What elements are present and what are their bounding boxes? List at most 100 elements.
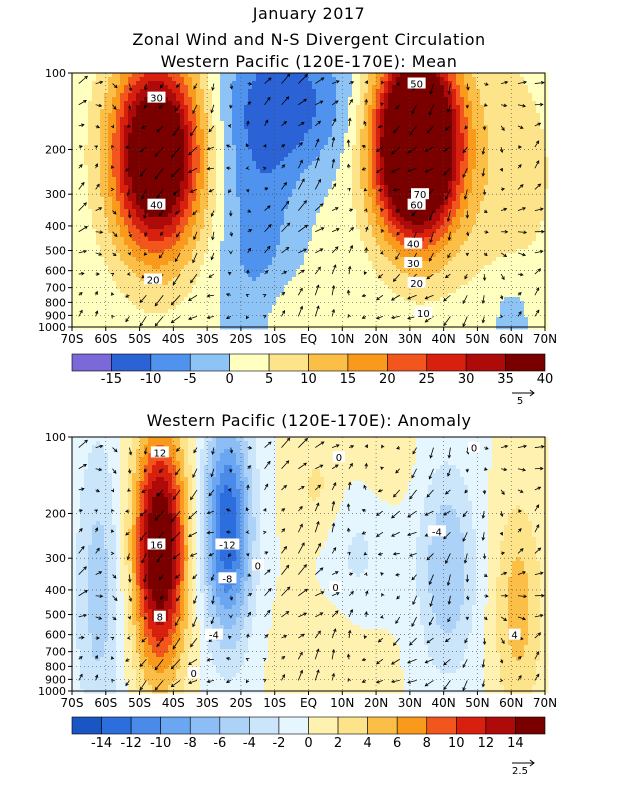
field-cell [124,109,129,114]
field-cell [384,149,389,154]
field-cell [208,193,213,198]
field-cell [180,125,185,130]
field-cell [328,101,333,106]
field-cell [180,225,185,230]
field-cell [516,177,521,182]
field-cell [384,153,389,158]
field-cell [492,237,497,242]
field-cell [540,89,545,94]
field-cell [420,161,425,166]
field-cell [108,137,113,142]
field-cell [276,121,281,126]
field-cell [472,165,477,170]
field-cell [284,133,289,138]
field-cell [408,125,413,130]
field-cell [372,209,377,214]
field-cell [500,181,505,186]
field-cell [508,97,513,102]
field-cell [204,161,209,166]
field-cell [140,89,145,94]
field-cell [496,113,501,118]
field-cell [144,217,149,222]
field-cell [472,141,477,146]
field-cell [404,113,409,118]
field-cell [276,169,281,174]
field-cell [260,129,265,134]
field-cell [456,153,461,158]
field-cell [384,173,389,178]
field-cell [304,109,309,114]
field-cell [352,209,357,214]
field-cell [360,185,365,190]
field-cell [532,109,537,114]
field-cell [112,113,117,118]
field-cell [116,225,121,230]
field-cell [348,105,353,110]
field-cell [104,165,109,170]
field-cell [468,137,473,142]
field-cell [156,233,161,238]
field-cell [388,89,393,94]
field-cell [132,197,137,202]
field-cell [160,237,165,242]
field-cell [108,225,113,230]
field-cell [512,181,517,186]
field-cell [464,221,469,226]
field-cell [212,221,217,226]
field-cell [132,205,137,210]
field-cell [260,237,265,242]
field-cell [140,233,145,238]
field-cell [232,189,237,194]
field-cell [308,105,313,110]
field-cell [280,73,285,78]
field-cell [140,113,145,118]
field-cell [148,113,153,118]
field-cell [500,117,505,122]
field-cell [216,237,221,242]
field-cell [340,217,345,222]
field-cell [396,185,401,190]
field-cell [212,117,217,122]
field-cell [464,209,469,214]
field-cell [196,209,201,214]
field-cell [136,225,141,230]
field-cell [104,141,109,146]
field-cell [232,89,237,94]
field-cell [372,117,377,122]
field-cell [316,197,321,202]
field-cell [488,89,493,94]
field-cell [288,213,293,218]
field-cell [328,181,333,186]
field-cell [192,173,197,178]
field-cell [544,133,549,138]
field-cell [264,133,269,138]
field-cell [136,101,141,106]
field-cell [292,121,297,126]
field-cell [528,213,533,218]
field-cell [96,225,101,230]
field-cell [112,165,117,170]
field-cell [172,141,177,146]
field-cell [352,149,357,154]
field-cell [320,89,325,94]
field-cell [536,193,541,198]
field-cell [368,129,373,134]
field-cell [332,145,337,150]
field-cell [92,117,97,122]
field-cell [152,81,157,86]
field-cell [504,237,509,242]
field-cell [296,101,301,106]
field-cell [480,105,485,110]
field-cell [164,197,169,202]
field-cell [292,201,297,206]
field-cell [308,73,313,78]
field-cell [332,77,337,82]
field-cell [428,117,433,122]
field-cell [448,117,453,122]
field-cell [280,201,285,206]
field-cell [384,157,389,162]
field-cell [260,141,265,146]
field-cell [472,177,477,182]
field-cell [148,189,153,194]
field-cell [404,225,409,230]
